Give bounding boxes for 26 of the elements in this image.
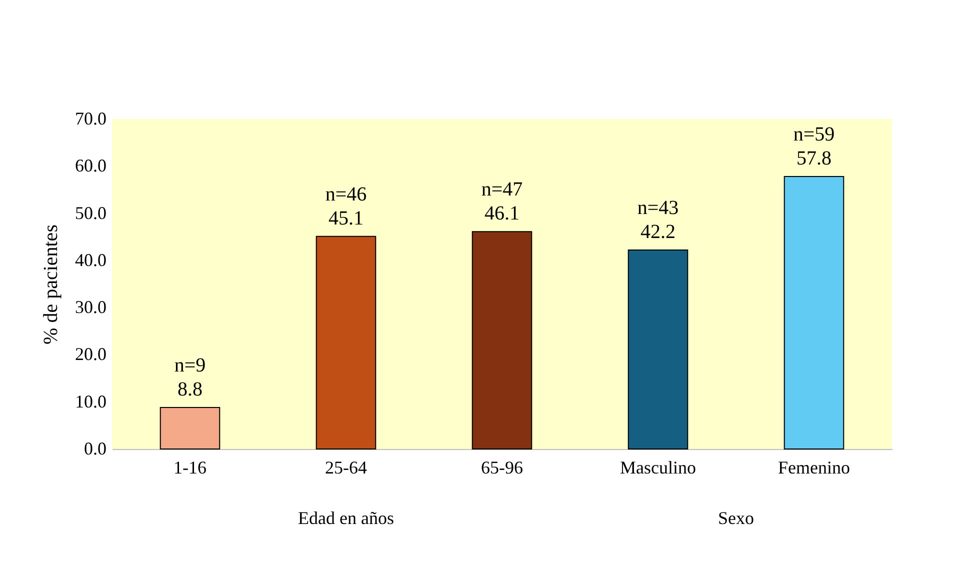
text: Edad en años bbox=[298, 508, 394, 528]
bar bbox=[316, 236, 376, 450]
y-tick-label: 0.0 bbox=[84, 438, 106, 458]
y-axis-title: % de pacientes bbox=[40, 224, 62, 344]
data-label: n=59 57.8 bbox=[793, 124, 835, 170]
y-tick-label: 10.0 bbox=[75, 391, 106, 412]
bar bbox=[160, 407, 220, 450]
x-tick-label: Femenino bbox=[778, 458, 850, 478]
y-tick-label: 50.0 bbox=[75, 202, 106, 223]
y-tick-label: 40.0 bbox=[75, 250, 106, 270]
y-tick-label: 70.0 bbox=[75, 108, 106, 128]
x-tick-label: 65-96 bbox=[481, 458, 523, 478]
data-label: n=46 45.1 bbox=[325, 183, 367, 230]
x-tick-label: 25-64 bbox=[325, 458, 367, 478]
y-tick-label: 60.0 bbox=[75, 156, 106, 176]
bar bbox=[628, 250, 688, 450]
x-tick-label: 1-16 bbox=[174, 458, 206, 478]
bar bbox=[784, 176, 844, 450]
data-label: n=9 8.8 bbox=[174, 354, 206, 401]
x-tick-label: Masculino bbox=[620, 458, 696, 478]
data-label: n=47 46.1 bbox=[481, 178, 523, 225]
data-label: n=43 42.2 bbox=[637, 197, 679, 244]
text: Sexo bbox=[718, 508, 754, 528]
y-tick-label: 20.0 bbox=[75, 344, 106, 364]
y-tick-label: 30.0 bbox=[75, 297, 106, 318]
bar bbox=[472, 231, 532, 450]
